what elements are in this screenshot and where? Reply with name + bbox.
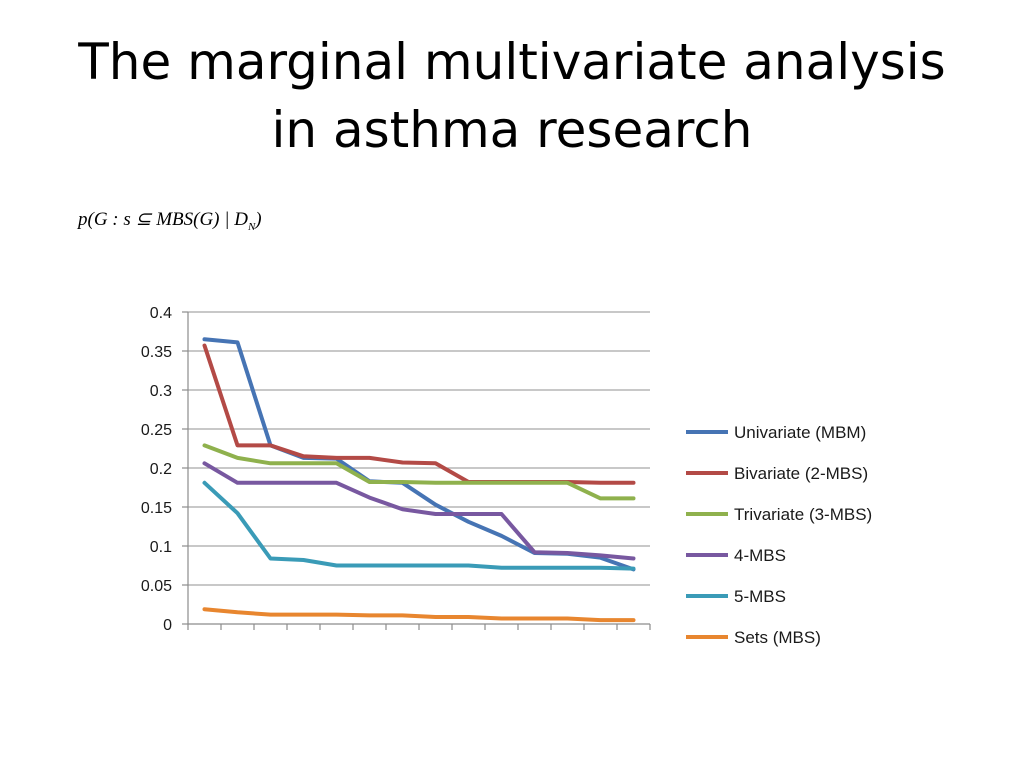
y-tick-labels: 0 0.05 0.1 0.15 0.2 0.25 0.3 0.35 0.4 <box>141 305 172 634</box>
legend-label: 4-MBS <box>734 546 786 565</box>
gridlines <box>188 311 650 586</box>
legend-label: Univariate (MBM) <box>734 423 866 442</box>
series-line-3 <box>202 443 636 501</box>
axes <box>182 311 651 630</box>
y-tick-label: 0.1 <box>150 539 172 556</box>
formula-subscript: N <box>247 220 256 233</box>
legend-label: Sets (MBS) <box>734 628 821 647</box>
legend: Univariate (MBM) Bivariate (2-MBS) Trivari… <box>686 423 872 647</box>
y-tick-label: 0.15 <box>141 500 172 517</box>
legend-label: 5-MBS <box>734 587 786 606</box>
formula-text: p(G : s ⊆ MBS(G) | D <box>78 209 248 230</box>
slide-title-line-2: in asthma research <box>271 101 753 159</box>
formula-suffix: ) <box>255 209 262 230</box>
y-tick-label: 0.05 <box>141 578 172 595</box>
series-line-1 <box>202 337 636 572</box>
series-line-6 <box>202 607 636 623</box>
slide-title: The marginal multivariate analysis in as… <box>0 28 1024 164</box>
y-tick-label: 0.25 <box>141 422 172 439</box>
legend-label: Bivariate (2-MBS) <box>734 464 868 483</box>
series-line-4 <box>202 461 636 561</box>
probability-formula: p(G : s ⊆ MBS(G) | DN) <box>78 208 262 233</box>
y-tick-label: 0.3 <box>150 383 172 400</box>
y-tick-label: 0 <box>163 617 172 634</box>
series-lines <box>202 337 636 623</box>
series-line-5 <box>202 480 636 571</box>
slide-title-line-1: The marginal multivariate analysis <box>78 33 946 91</box>
y-tick-label: 0.2 <box>150 461 172 478</box>
y-tick-label: 0.35 <box>141 344 172 361</box>
y-tick-label: 0.4 <box>150 305 172 322</box>
legend-label: Trivariate (3-MBS) <box>734 505 872 524</box>
